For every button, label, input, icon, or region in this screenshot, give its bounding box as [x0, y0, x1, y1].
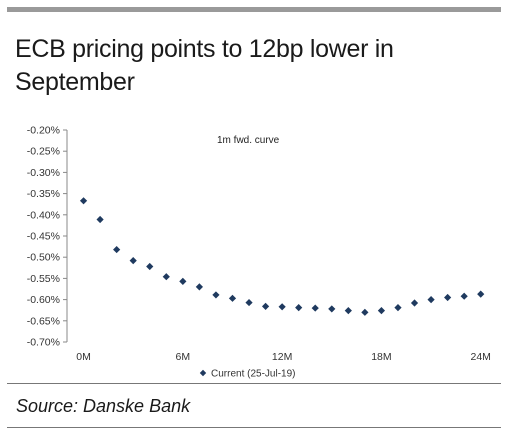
data-point [361, 308, 369, 316]
data-point [146, 262, 154, 271]
data-point [278, 303, 286, 311]
divider-lower [7, 427, 501, 428]
y-tick-label: -0.25% [27, 146, 60, 158]
x-tick-label: 0M [76, 351, 91, 363]
data-point [113, 245, 121, 254]
data-point [212, 291, 220, 299]
x-tick-label: 18M [371, 351, 391, 363]
data-point [129, 256, 137, 265]
data-point [410, 299, 419, 307]
chart-panel: ECB pricing points to 12bp lower in Sept… [7, 7, 501, 438]
y-tick-label: -0.20% [27, 125, 60, 137]
data-point [228, 294, 237, 302]
data-point [79, 197, 88, 205]
y-tick-label: -0.30% [27, 167, 60, 179]
chart-title: ECB pricing points to 12bp lower in Sept… [15, 35, 394, 96]
data-point [328, 305, 336, 313]
divider-upper [7, 383, 501, 384]
y-tick-label: -0.40% [27, 209, 60, 221]
data-points [79, 197, 485, 316]
source-note: Source: Danske Bank [16, 396, 191, 416]
legend-label: Current (25-Jul-19) [211, 369, 295, 380]
data-point [477, 290, 485, 298]
data-point [377, 307, 386, 315]
x-tick-label: 12M [272, 351, 292, 363]
data-point [394, 304, 402, 312]
data-point [344, 307, 352, 315]
data-point [179, 277, 187, 285]
data-point [261, 302, 270, 310]
y-tick-label: -0.50% [27, 252, 60, 264]
top-rule [7, 7, 501, 12]
x-axis: 0M 6M 12M 18M 24M [76, 351, 491, 363]
y-tick-label: -0.60% [27, 294, 60, 306]
data-point [311, 304, 319, 312]
y-axis: -0.20% -0.25% -0.30% -0.35% -0.40% -0.45% -0.5… [27, 125, 68, 349]
data-point [460, 292, 468, 300]
data-point [195, 283, 203, 291]
legend-marker [199, 369, 207, 377]
data-point [427, 296, 435, 304]
y-tick-label: -0.65% [27, 315, 60, 327]
y-tick-label: -0.55% [27, 273, 60, 285]
data-point [245, 298, 253, 307]
data-point [162, 273, 170, 281]
y-tick-label: -0.70% [27, 337, 60, 349]
scatter-chart: -0.20% -0.25% -0.30% -0.35% -0.40% -0.45% -0.5… [27, 125, 491, 380]
y-tick-label: -0.35% [27, 188, 60, 200]
data-point [96, 215, 104, 224]
data-point [444, 293, 452, 302]
y-tick-label: -0.45% [27, 231, 60, 243]
curve-annotation: 1m fwd. curve [217, 135, 280, 146]
x-tick-label: 6M [176, 351, 191, 363]
data-point [295, 304, 303, 312]
legend: Current (25-Jul-19) [199, 369, 295, 380]
x-tick-label: 24M [471, 351, 491, 363]
